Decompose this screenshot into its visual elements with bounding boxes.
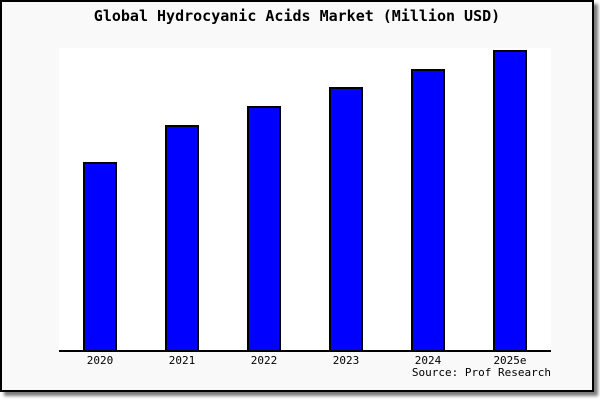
x-axis-labels: 2020 2021 2022 2023 2024 2025e: [59, 354, 551, 367]
bar-slot-2025e: [469, 48, 551, 350]
source-credit: Source: Prof Research: [411, 366, 551, 379]
x-tick-label-2025e: 2025e: [493, 354, 527, 367]
bar-slot-2021: [141, 48, 223, 350]
bar-2021: [165, 125, 199, 350]
plot-area: [59, 48, 551, 352]
bar-2022: [247, 106, 281, 350]
x-tick-label-2023: 2023: [332, 354, 360, 367]
bar-2020: [83, 162, 117, 350]
bar-slot-2024: [387, 48, 469, 350]
bar-slot-2022: [223, 48, 305, 350]
bar-2024: [411, 69, 445, 350]
bar-slot-2020: [59, 48, 141, 350]
bar-slot-2023: [305, 48, 387, 350]
x-tick-label-2021: 2021: [168, 354, 196, 367]
bar-2025e: [493, 50, 527, 350]
x-tick-label-2022: 2022: [250, 354, 278, 367]
x-tick-label-2024: 2024: [414, 354, 442, 367]
x-tick-label-2020: 2020: [86, 354, 114, 367]
bar-2023: [329, 87, 363, 350]
chart-title: Global Hydrocyanic Acids Market (Million…: [93, 7, 501, 25]
